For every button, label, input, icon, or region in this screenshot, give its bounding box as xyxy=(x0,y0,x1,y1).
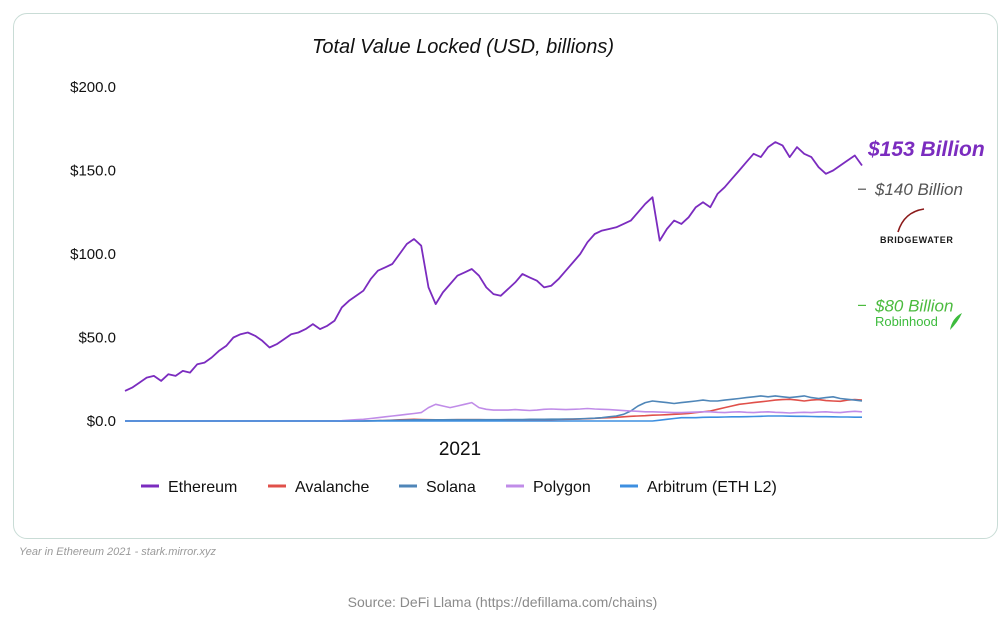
y-axis: $200.0 $150.0 $100.0 $50.0 $0.0 xyxy=(70,79,116,430)
legend-label: Polygon xyxy=(533,479,591,496)
legend-label: Solana xyxy=(426,479,476,496)
bridgewater-logo-text: BRIDGEWATER xyxy=(880,235,953,245)
y-tick-label: $100.0 xyxy=(70,246,116,263)
series-layer xyxy=(124,141,863,422)
figure-caption: Year in Ethereum 2021 - stark.mirror.xyz xyxy=(19,546,217,558)
source-note: Source: DeFi Llama (https://defillama.co… xyxy=(347,594,658,610)
legend: Ethereum Avalanche Solana Polygon Arbitrum (… xyxy=(141,479,777,496)
bridgewater-logo-swoosh xyxy=(897,208,925,233)
legend-label: Ethereum xyxy=(168,479,237,496)
y-tick-label: $200.0 xyxy=(70,79,116,96)
robinhood-aum-annotation: $80 Billion xyxy=(874,296,953,315)
series-line-ethereum xyxy=(124,141,863,392)
chart-title: Total Value Locked (USD, billions) xyxy=(312,36,614,58)
feather-icon xyxy=(950,313,962,330)
x-tick-label: 2021 xyxy=(439,439,481,460)
y-tick-label: $150.0 xyxy=(70,163,116,180)
chart-card xyxy=(13,13,998,539)
bridgewater-aum-annotation: $140 Billion xyxy=(874,180,963,199)
y-tick-label: $50.0 xyxy=(78,330,116,347)
robinhood-logo-text: Robinhood xyxy=(875,314,938,329)
legend-label: Avalanche xyxy=(295,479,370,496)
legend-label: Arbitrum (ETH L2) xyxy=(647,479,777,496)
robinhood-logo: Robinhood xyxy=(875,313,962,330)
bridgewater-logo: BRIDGEWATER xyxy=(880,208,953,245)
y-tick-label: $0.0 xyxy=(87,413,116,430)
series-line-arbitrum-eth-l2 xyxy=(125,415,862,422)
ethereum-tvl-annotation: $153 Billion xyxy=(867,138,985,161)
series-line-polygon xyxy=(125,401,863,422)
